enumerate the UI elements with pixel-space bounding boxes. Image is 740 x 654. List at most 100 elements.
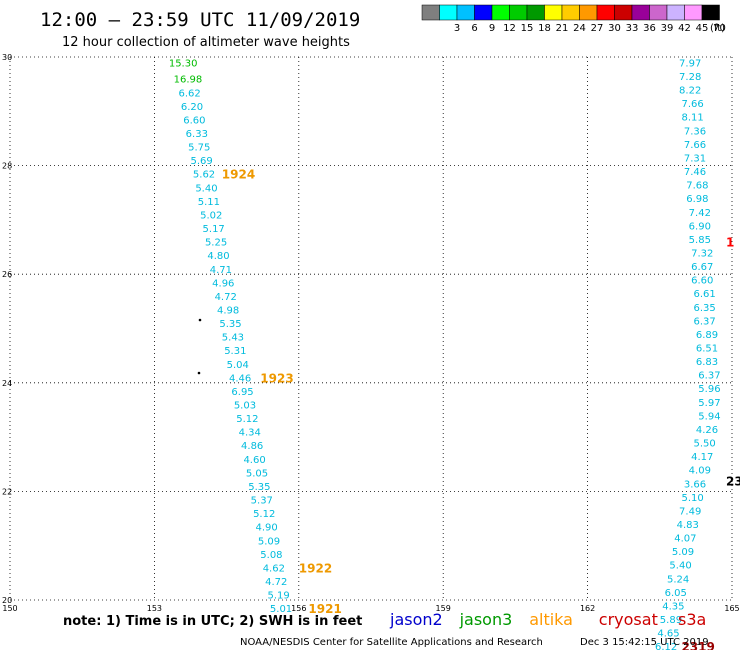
swh-value: 5.24 <box>667 574 689 585</box>
x-tick-label: 156 <box>291 604 306 613</box>
swh-value: 5.75 <box>188 143 210 154</box>
color-scale-label: 33 <box>626 23 639 34</box>
swh-value: 5.31 <box>224 346 246 357</box>
swh-value: 5.50 <box>693 439 715 450</box>
swh-value: 4.80 <box>207 251 229 262</box>
color-scale-swatch <box>666 4 685 21</box>
y-tick-label: 24 <box>2 379 12 388</box>
swh-value: 7.32 <box>691 248 713 259</box>
swh-value: 5.25 <box>205 238 227 249</box>
swh-value: 5.35 <box>219 319 241 330</box>
swh-value: 6.83 <box>696 357 718 368</box>
swh-value: 4.62 <box>263 563 285 574</box>
pass-time-label: 1921 <box>308 602 341 616</box>
swh-value: 6.35 <box>693 303 715 314</box>
swh-value: 5.89 <box>660 615 682 626</box>
color-scale-swatch <box>474 4 493 21</box>
swh-value: 3.66 <box>684 479 706 490</box>
y-tick-label: 28 <box>2 162 12 171</box>
y-tick-label: 22 <box>2 487 12 496</box>
swh-value: 4.72 <box>215 292 237 303</box>
swh-value: 7.31 <box>684 153 706 164</box>
swh-value: 4.17 <box>691 452 713 463</box>
swh-value: 6.62 <box>178 88 200 99</box>
swh-value: 8.22 <box>679 86 701 97</box>
track-marker <box>197 371 201 375</box>
color-scale-label: 21 <box>556 23 569 34</box>
color-scale-label: 42 <box>678 23 691 34</box>
color-scale-label: 3 <box>454 23 460 34</box>
swh-value: 5.94 <box>698 411 720 422</box>
color-scale-swatch <box>649 4 668 21</box>
swh-value: 4.60 <box>243 455 265 466</box>
swh-value: 5.17 <box>203 224 225 235</box>
swh-value: 5.35 <box>248 482 270 493</box>
y-tick-label: 20 <box>2 596 12 605</box>
swh-value: 4.46 <box>229 373 251 384</box>
swh-value: 4.86 <box>241 441 263 452</box>
swh-value: 5.11 <box>198 197 220 208</box>
swh-value: 4.26 <box>696 425 718 436</box>
swh-value: 4.09 <box>689 466 711 477</box>
swh-value: 5.85 <box>689 235 711 246</box>
swh-value: 4.72 <box>265 577 287 588</box>
swh-value: 8.11 <box>681 113 703 124</box>
footer-generated: Dec 3 15:42:15 UTC 2019 <box>580 637 709 648</box>
swh-value: 5.04 <box>227 360 249 371</box>
color-scale-swatch <box>596 4 615 21</box>
color-scale-label: 12 <box>503 23 516 34</box>
color-scale-swatch <box>631 4 650 21</box>
color-scale-swatch <box>684 4 703 21</box>
color-scale-swatch <box>509 4 528 21</box>
color-scale-label: 45 <box>696 23 709 34</box>
color-scale-label: 39 <box>661 23 674 34</box>
mission-legend-item: s3a <box>678 610 706 629</box>
swh-value: 4.35 <box>662 601 684 612</box>
altimeter-tracks: 15.30 16.98 6.62 6.20 6.60 6.33 5.75 5.69 5.62 5.… <box>169 58 721 654</box>
swh-value: 5.10 <box>681 493 703 504</box>
swh-value: 5.08 <box>260 550 282 561</box>
map-subtitle: 12 hour collection of altimeter wave hei… <box>62 35 350 50</box>
color-scale-swatch <box>544 4 563 21</box>
swh-value: 7.49 <box>679 506 701 517</box>
color-scale-swatch <box>421 4 440 21</box>
color-scale-swatch <box>614 4 633 21</box>
swh-value: 7.68 <box>686 181 708 192</box>
color-scale-swatch <box>439 4 458 21</box>
swh-value: 7.36 <box>684 126 706 137</box>
swh-value: 5.40 <box>195 183 217 194</box>
color-scale-unit: (ft) <box>710 23 725 34</box>
swh-value: 6.51 <box>696 344 718 355</box>
color-scale-label: 18 <box>538 23 551 34</box>
mission-legend: jason2 jason3 altika cryosat s3a <box>389 610 706 629</box>
color-scale-swatch <box>456 4 475 21</box>
swh-value: 7.66 <box>681 99 703 110</box>
swh-value: 6.98 <box>686 194 708 205</box>
swh-value: 5.19 <box>268 591 290 602</box>
color-scale-swatch <box>491 4 510 21</box>
swh-value: 6.61 <box>693 289 715 300</box>
swh-value: 6.89 <box>696 330 718 341</box>
pass-time-label: 1922 <box>299 561 332 575</box>
color-scale-swatch <box>526 4 545 21</box>
edge-labels: 1 23 <box>726 236 740 489</box>
color-scale-label: 30 <box>608 23 621 34</box>
x-tick-label: 162 <box>580 604 595 613</box>
swh-value: 5.03 <box>234 401 256 412</box>
swh-value: 5.97 <box>698 398 720 409</box>
swh-value: 6.12 <box>655 642 677 650</box>
y-tick-label: 26 <box>2 270 12 279</box>
mission-legend-item: jason3 <box>459 610 513 629</box>
color-scale-label: 15 <box>521 23 534 34</box>
track-marker <box>198 318 202 322</box>
swh-value: 5.96 <box>698 384 720 395</box>
swh-value: 7.28 <box>679 72 701 83</box>
swh-value: 5.37 <box>251 496 273 507</box>
swh-value: 6.37 <box>693 316 715 327</box>
pass-time-label: 1924 <box>222 168 255 182</box>
color-scale-label: 27 <box>591 23 604 34</box>
color-scale-swatch <box>561 4 580 21</box>
color-scale-label: 6 <box>471 23 477 34</box>
swh-value: 4.90 <box>255 523 277 534</box>
